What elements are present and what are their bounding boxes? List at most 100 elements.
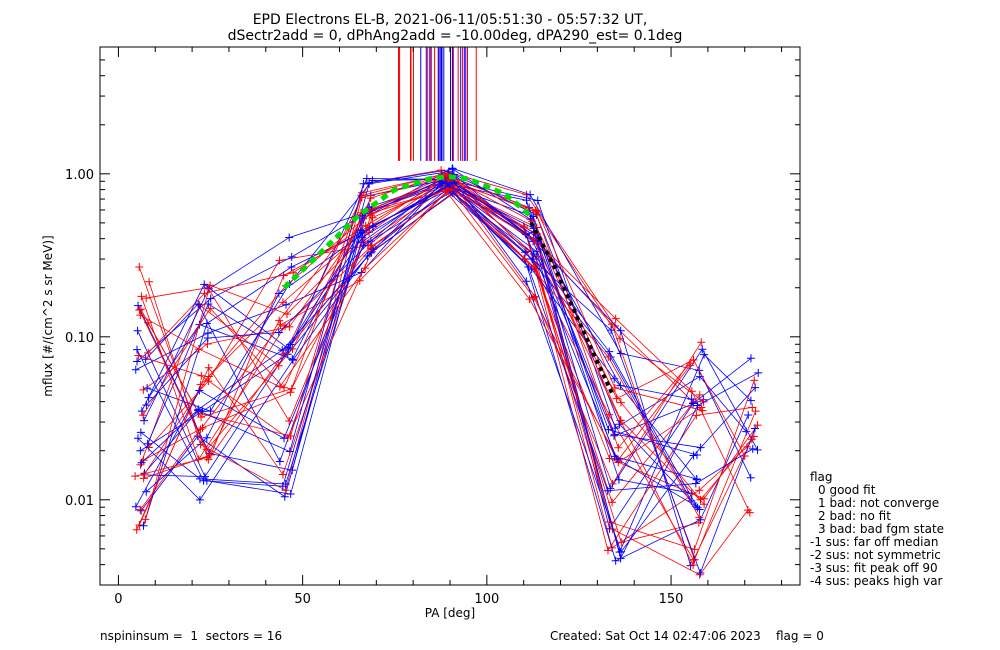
- data-point: [522, 230, 531, 239]
- data-point: [289, 268, 298, 277]
- peak-markers: [398, 47, 477, 161]
- data-point: [274, 361, 283, 370]
- data-point: [135, 263, 144, 272]
- data-point: [203, 333, 212, 342]
- data-point: [142, 401, 151, 410]
- data-point: [195, 386, 204, 395]
- chart-title: EPD Electrons EL-B, 2021-06-11/05:51:30 …: [253, 12, 648, 28]
- data-point: [361, 221, 370, 230]
- legend-entry: -1 sus: far off median: [810, 535, 938, 549]
- data-point: [608, 479, 617, 488]
- data-point: [695, 486, 704, 495]
- data-point: [612, 454, 621, 463]
- data-point: [362, 174, 371, 183]
- data-point: [616, 416, 625, 425]
- data-point: [144, 348, 153, 357]
- data-point: [287, 252, 296, 261]
- legend-entry: -2 sus: not symmetric: [810, 548, 941, 562]
- data-point: [603, 486, 612, 495]
- data-point: [612, 394, 621, 403]
- data-point: [369, 222, 378, 231]
- data-point: [139, 470, 148, 479]
- data-point: [278, 298, 287, 307]
- data-point: [284, 344, 293, 353]
- data-point: [616, 398, 625, 407]
- x-tick-label: 150: [659, 592, 684, 607]
- data-point: [521, 248, 530, 257]
- data-point: [196, 425, 205, 434]
- footer-right: Created: Sat Oct 14 02:47:06 2023 flag =…: [550, 629, 824, 643]
- spin-trace: [140, 191, 691, 461]
- data-point: [204, 455, 213, 464]
- data-point: [198, 423, 207, 432]
- data-point: [279, 383, 288, 392]
- data-point: [528, 255, 537, 264]
- spin-trace: [135, 191, 698, 508]
- data-point: [145, 277, 154, 286]
- data-point: [278, 470, 287, 479]
- legend-entry: 2 bad: no fit: [818, 509, 891, 523]
- data-point: [285, 233, 294, 242]
- data-point: [744, 410, 753, 419]
- spin-trace: [142, 174, 703, 416]
- data-point: [204, 372, 213, 381]
- data-point: [358, 233, 367, 242]
- data-point: [133, 434, 142, 443]
- data-point: [137, 407, 146, 416]
- data-point: [526, 190, 535, 199]
- data-point: [686, 361, 695, 370]
- data-point: [687, 387, 696, 396]
- y-axis-label: mflux [#/(cm^2 s sr MeV)]: [41, 235, 55, 396]
- data-point: [137, 458, 146, 467]
- data-point: [749, 432, 758, 441]
- data-point: [691, 502, 700, 511]
- data-point: [611, 424, 620, 433]
- data-point: [136, 446, 145, 455]
- data-point: [689, 399, 698, 408]
- data-point: [604, 352, 613, 361]
- spin-trace: [146, 181, 759, 560]
- spin-trace: [145, 183, 752, 530]
- data-point: [689, 560, 698, 569]
- data-point: [286, 340, 295, 349]
- spin-trace: [143, 175, 756, 561]
- data-point: [204, 363, 213, 372]
- data-point: [287, 384, 296, 393]
- legend-entry: 0 good fit: [818, 483, 876, 497]
- data-point: [286, 388, 295, 397]
- data-point: [438, 178, 447, 187]
- data-point: [448, 164, 457, 173]
- data-point: [610, 383, 619, 392]
- data-point: [687, 395, 696, 404]
- spin-trace: [141, 189, 753, 492]
- spin-trace: [141, 187, 746, 461]
- data-point: [197, 413, 206, 422]
- data-point: [616, 326, 625, 335]
- data-point: [616, 381, 625, 390]
- data-point: [748, 403, 757, 412]
- data-point: [750, 376, 759, 385]
- data-point: [200, 289, 209, 298]
- data-point: [529, 235, 538, 244]
- data-point: [133, 326, 142, 335]
- y-tick-label: 1.00: [65, 168, 94, 183]
- data-point: [368, 241, 377, 250]
- data-point: [131, 365, 140, 374]
- data-point: [132, 345, 141, 354]
- data-point: [287, 262, 296, 271]
- data-point: [206, 294, 215, 303]
- data-point: [204, 299, 213, 308]
- spin-trace: [140, 181, 692, 502]
- spin-trace: [136, 174, 751, 530]
- data-point: [206, 281, 215, 290]
- spin-trace: [140, 183, 704, 452]
- data-point: [200, 280, 209, 289]
- data-point: [206, 304, 215, 313]
- data-point: [139, 521, 148, 530]
- legend: flag 0 good fit 1 bad: not converge 2 ba…: [810, 470, 944, 588]
- spin-trace: [140, 173, 753, 561]
- data-point: [366, 194, 375, 203]
- data-point: [136, 460, 145, 469]
- spin-trace: [139, 176, 755, 550]
- data-point: [614, 443, 623, 452]
